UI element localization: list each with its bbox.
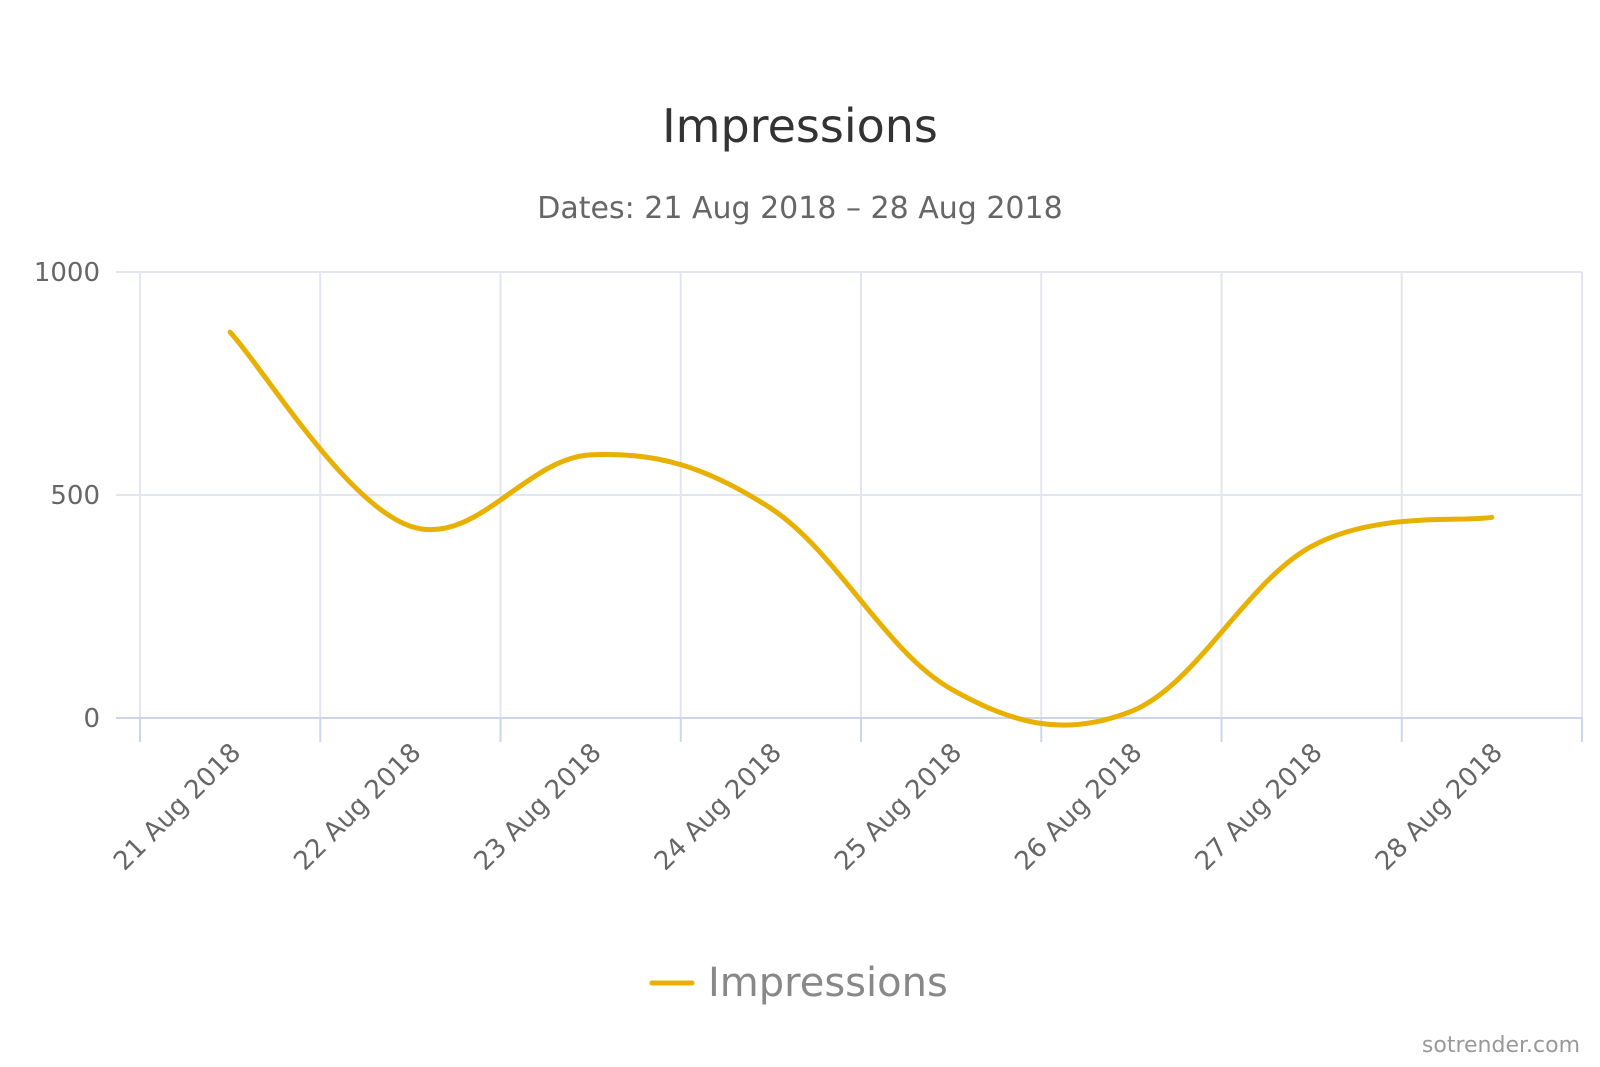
legend[interactable]: Impressions [649,960,948,1006]
chart-subtitle: Dates: 21 Aug 2018 – 28 Aug 2018 [537,191,1062,226]
data-point[interactable] [765,502,777,514]
y-tick-label: 1000 [34,258,100,288]
data-point[interactable] [585,449,597,461]
x-tick-label: 22 Aug 2018 [288,738,427,877]
x-tick-label: 21 Aug 2018 [108,738,247,877]
legend-label[interactable]: Impressions [708,960,948,1006]
series-line-impressions[interactable] [227,329,1495,728]
credit-text[interactable]: sotrender.com [1422,1033,1580,1058]
data-point[interactable] [224,326,236,338]
y-axis-ticks: 0 500 1000 [34,258,100,734]
axes [116,717,1583,742]
y-tick-label: 0 [83,704,100,734]
x-tick-label: 23 Aug 2018 [469,738,608,877]
data-point[interactable] [945,683,957,695]
x-axis-ticks: 21 Aug 2018 22 Aug 2018 23 Aug 2018 24 Aug … [108,738,1509,877]
x-tick-label: 28 Aug 2018 [1370,738,1509,877]
data-point[interactable] [1306,540,1318,552]
grid [116,271,1583,718]
y-tick-label: 500 [50,481,100,511]
data-point[interactable] [1486,511,1498,523]
series-layer [224,326,1498,728]
x-tick-label: 25 Aug 2018 [829,738,968,877]
x-tick-label: 27 Aug 2018 [1190,738,1329,877]
x-tick-label: 24 Aug 2018 [649,738,788,877]
data-point[interactable] [1125,705,1137,717]
chart-title: Impressions [662,99,938,153]
x-tick-label: 26 Aug 2018 [1009,738,1148,877]
data-point[interactable] [404,520,416,532]
